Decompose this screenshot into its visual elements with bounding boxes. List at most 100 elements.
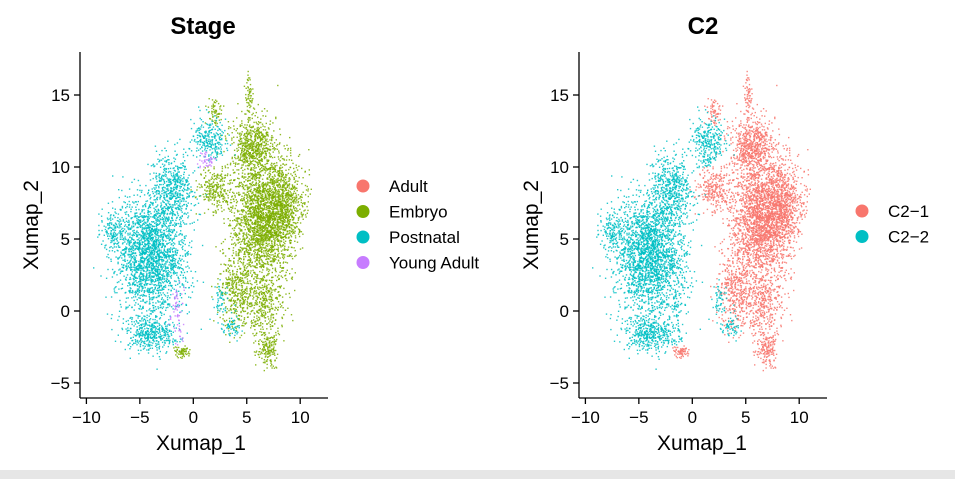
data-point <box>284 224 286 226</box>
data-point <box>281 198 284 200</box>
data-point <box>291 194 294 196</box>
data-point <box>252 269 254 272</box>
data-point <box>266 197 269 200</box>
data-point <box>304 184 307 187</box>
data-point <box>236 276 238 278</box>
data-point <box>269 186 271 188</box>
data-point <box>257 212 259 214</box>
data-point <box>243 181 245 183</box>
data-point <box>229 294 231 296</box>
data-point <box>228 225 230 227</box>
data-point <box>148 279 150 281</box>
data-point <box>232 220 234 222</box>
data-point <box>274 240 276 242</box>
data-point <box>261 340 263 342</box>
data-point <box>231 182 234 184</box>
data-point <box>242 211 244 213</box>
data-point <box>258 211 261 213</box>
data-point <box>260 131 262 133</box>
data-point <box>238 194 240 196</box>
data-point <box>284 249 286 251</box>
data-point <box>250 254 253 256</box>
data-point <box>241 298 244 300</box>
data-point <box>252 194 255 196</box>
data-point <box>230 232 232 235</box>
data-point <box>259 200 261 203</box>
data-point <box>235 202 238 204</box>
data-point <box>231 206 233 209</box>
data-point <box>285 193 288 196</box>
data-point <box>270 303 272 305</box>
data-point <box>250 270 252 272</box>
data-point <box>220 204 222 207</box>
data-point <box>277 327 279 329</box>
data-point <box>269 225 271 227</box>
data-point <box>251 244 253 246</box>
data-point <box>263 213 265 215</box>
data-point <box>266 306 269 308</box>
data-point <box>304 203 306 205</box>
data-point <box>262 189 265 191</box>
data-point <box>231 280 234 282</box>
data-point <box>246 139 248 141</box>
data-point <box>261 292 263 294</box>
data-point <box>275 357 278 359</box>
data-point <box>294 249 296 252</box>
data-point <box>290 236 293 238</box>
data-point <box>264 307 267 309</box>
data-point <box>264 240 266 242</box>
data-point <box>243 320 245 323</box>
data-point <box>180 349 183 352</box>
data-point <box>248 228 250 230</box>
data-point <box>258 308 261 311</box>
data-point <box>257 172 259 174</box>
data-point <box>249 104 251 106</box>
data-point <box>281 206 283 208</box>
data-point <box>257 240 260 242</box>
data-point <box>268 205 270 207</box>
data-point <box>264 188 266 190</box>
data-point <box>248 88 251 91</box>
data-point <box>216 286 218 289</box>
data-point <box>301 216 303 218</box>
data-point <box>258 135 261 137</box>
data-point <box>273 130 275 132</box>
data-point <box>235 157 237 160</box>
data-point <box>269 347 271 349</box>
data-point <box>262 187 264 189</box>
data-point <box>264 172 266 174</box>
data-point <box>257 143 260 145</box>
data-point <box>262 135 264 137</box>
data-point <box>246 147 249 150</box>
data-point <box>233 179 235 181</box>
data-point <box>248 259 250 261</box>
data-point <box>292 229 295 231</box>
data-point <box>266 110 268 112</box>
data-point <box>232 191 234 194</box>
data-point <box>139 297 141 299</box>
data-point <box>234 300 237 302</box>
data-point <box>270 254 272 256</box>
data-point <box>261 235 263 237</box>
data-point <box>251 305 253 307</box>
data-point <box>247 228 249 230</box>
data-point <box>231 254 233 257</box>
data-point <box>265 274 268 277</box>
data-point <box>223 195 225 198</box>
data-point <box>260 157 263 160</box>
data-point <box>283 184 286 187</box>
data-point <box>254 227 257 230</box>
data-point <box>276 203 278 205</box>
data-point <box>268 248 271 250</box>
data-point <box>267 173 269 176</box>
data-point <box>268 302 271 304</box>
data-point <box>270 280 272 282</box>
data-point <box>233 149 236 151</box>
data-point <box>254 290 256 293</box>
data-point <box>281 225 284 227</box>
data-point <box>252 192 254 194</box>
data-point <box>275 145 278 147</box>
data-point <box>278 222 280 224</box>
data-point <box>255 132 257 135</box>
data-point <box>264 137 266 139</box>
